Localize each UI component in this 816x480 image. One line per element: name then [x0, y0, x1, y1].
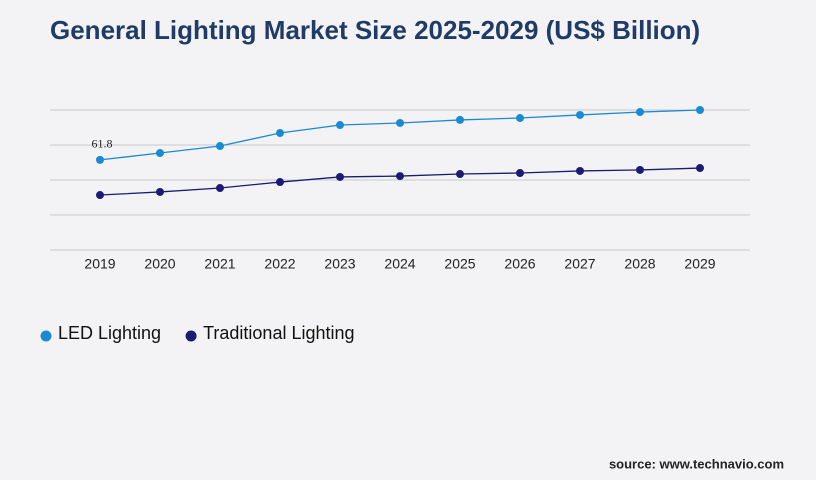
- x-tick-label: 2022: [264, 256, 295, 272]
- point: [336, 121, 344, 130]
- x-tick-label: 2028: [624, 256, 655, 272]
- point: [336, 172, 344, 181]
- x-tick-label: 2025: [444, 256, 475, 272]
- point: [96, 191, 104, 200]
- point: [696, 164, 704, 173]
- point: [276, 178, 284, 187]
- data-label: 61.8: [92, 137, 113, 151]
- x-tick-label: 2024: [384, 256, 415, 272]
- point: [696, 106, 704, 114]
- legend-marker: [40, 330, 52, 342]
- point: [456, 115, 464, 124]
- x-tick-label: 2019: [84, 256, 115, 272]
- legend-label: Traditional Lighting: [203, 323, 354, 343]
- x-tick-label: 2029: [684, 256, 715, 272]
- point: [276, 129, 284, 138]
- legend-marker: [185, 330, 197, 342]
- point: [96, 155, 104, 164]
- chart-title: General Lighting Market Size 2025-2029 (…: [50, 15, 700, 45]
- point: [456, 170, 464, 179]
- source: source: www.technavio.com: [609, 456, 784, 471]
- point: [216, 142, 224, 151]
- point: [396, 118, 404, 127]
- point: [636, 165, 644, 174]
- point: [516, 169, 524, 177]
- x-tick-label: 2026: [504, 256, 535, 272]
- legend-label: LED Lighting: [58, 323, 161, 343]
- point: [396, 172, 404, 181]
- point: [576, 110, 584, 119]
- x-tick-label: 2020: [144, 256, 175, 272]
- x-tick-label: 2021: [204, 256, 235, 272]
- x-tick-label: 2027: [564, 256, 595, 272]
- point: [516, 114, 524, 123]
- point: [636, 108, 644, 117]
- point: [216, 184, 224, 193]
- point: [156, 187, 164, 196]
- point: [156, 149, 164, 158]
- x-tick-label: 2023: [324, 256, 355, 272]
- point: [576, 166, 584, 175]
